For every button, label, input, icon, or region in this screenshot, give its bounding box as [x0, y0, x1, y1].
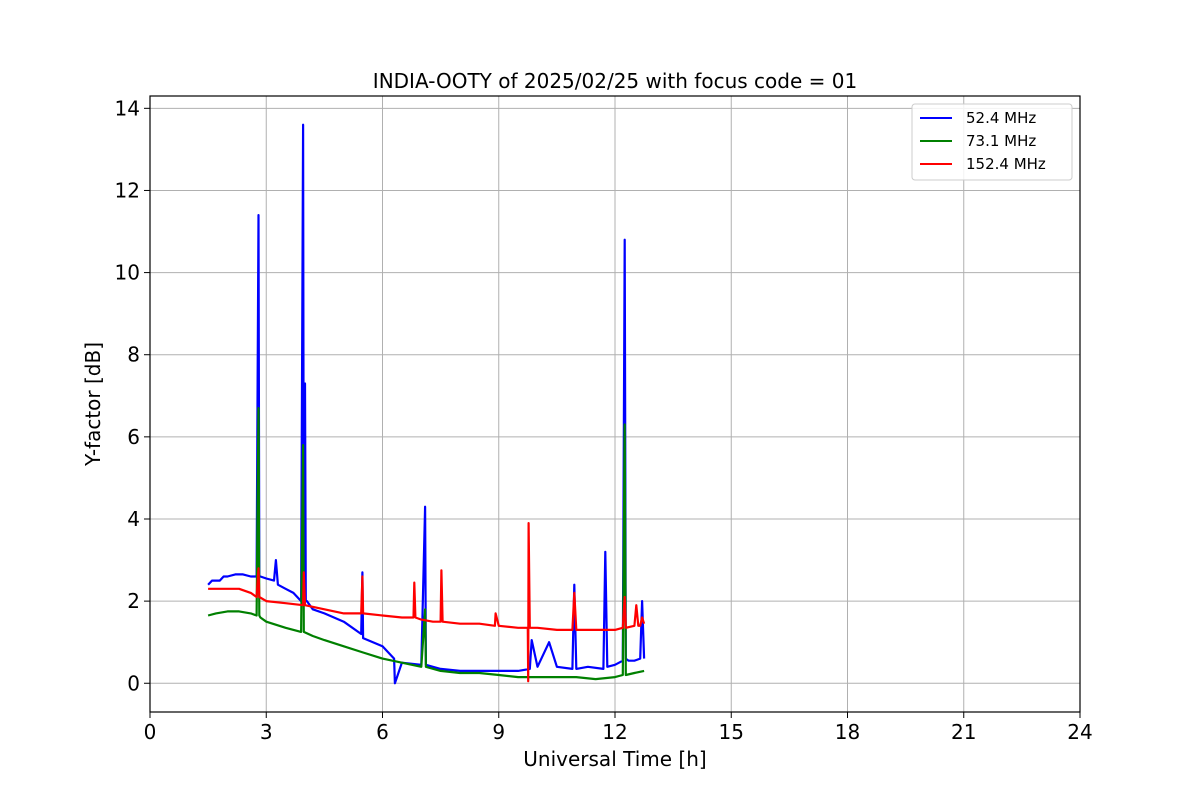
y-tick-label: 6: [127, 425, 140, 449]
y-tick-label: 4: [127, 507, 140, 531]
y-tick-label: 14: [115, 96, 140, 120]
x-tick-label: 21: [951, 720, 976, 744]
x-tick-label: 15: [719, 720, 744, 744]
x-tick-label: 0: [144, 720, 157, 744]
x-tick-label: 6: [376, 720, 389, 744]
y-tick-label: 8: [127, 343, 140, 367]
x-tick-label: 12: [602, 720, 627, 744]
legend-label-1: 73.1 MHz: [966, 132, 1036, 150]
x-tick-label: 24: [1067, 720, 1092, 744]
y-axis-label: Y-factor [dB]: [81, 342, 105, 467]
legend-box: [911, 103, 1073, 181]
series-layer: [207, 123, 646, 685]
y-tick-label: 10: [115, 261, 140, 285]
y-tick-label: 0: [127, 671, 140, 695]
x-tick-label: 9: [492, 720, 505, 744]
x-tick-label: 18: [835, 720, 860, 744]
series-line-1: [207, 407, 645, 681]
x-tick-label: 3: [260, 720, 273, 744]
y-tick-label: 2: [127, 589, 140, 613]
chart-title: INDIA-OOTY of 2025/02/25 with focus code…: [373, 69, 857, 93]
legend-label-2: 152.4 MHz: [966, 155, 1046, 173]
legend-label-0: 52.4 MHz: [966, 109, 1036, 127]
y-tick-label: 12: [115, 178, 140, 202]
series-line-2: [208, 522, 646, 683]
x-axis-label: Universal Time [h]: [523, 747, 706, 771]
legend: 52.4 MHz 73.1 MHz 152.4 MHz: [911, 103, 1073, 181]
plot-area: [207, 123, 646, 685]
